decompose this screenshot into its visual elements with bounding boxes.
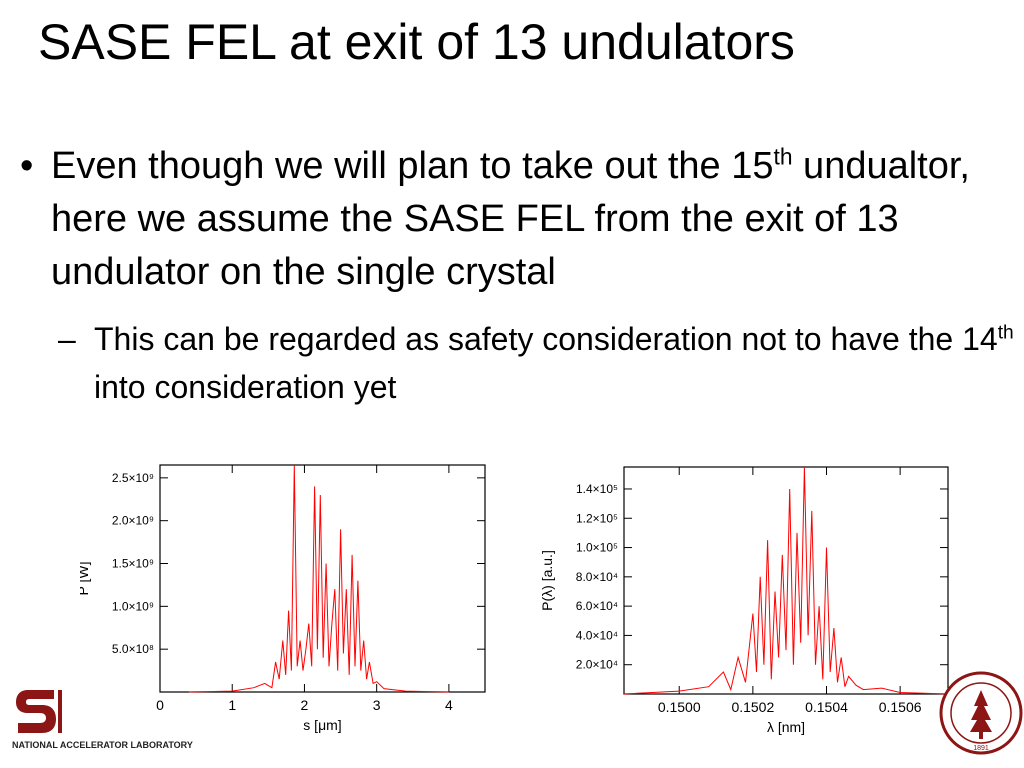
logo-text: NATIONAL ACCELERATOR LABORATORY — [12, 740, 193, 750]
slide-title: SASE FEL at exit of 13 undulators — [38, 14, 795, 70]
seal-year: 1891 — [973, 745, 989, 752]
y-tick-label: 8.0×10⁴ — [576, 570, 618, 584]
y-tick-label: 1.5×10⁹ — [112, 557, 154, 571]
sub-bullet-point: – This can be regarded as safety conside… — [58, 315, 1018, 411]
x-tick-label: 0.1500 — [658, 699, 701, 715]
y-tick-label: 1.0×10⁹ — [112, 599, 154, 613]
bullet-marker: • — [20, 145, 34, 187]
plot-frame — [623, 466, 949, 695]
y-tick-label: 2.0×10⁴ — [576, 658, 618, 672]
y-tick-label: 2.0×10⁹ — [112, 514, 154, 528]
y-tick-label: 6.0×10⁴ — [576, 599, 618, 613]
y-tick-label: 4.0×10⁴ — [576, 628, 618, 642]
y-axis-label: P [W] — [80, 562, 91, 596]
x-axis-label: λ [nm] — [767, 719, 805, 735]
sub-bullet-text-part-2: into consideration yet — [94, 369, 397, 405]
y-tick-label: 1.2×10⁵ — [576, 511, 618, 525]
y-tick-label: 1.0×10⁵ — [576, 541, 618, 555]
x-tick-label: 1 — [228, 697, 236, 713]
series-line — [188, 464, 449, 693]
x-tick-label: 0.1506 — [879, 699, 922, 715]
y-tick-label: 1.4×10⁵ — [576, 482, 618, 496]
slac-logo: NATIONAL ACCELERATOR LABORATORY — [10, 684, 210, 759]
series-line — [623, 466, 949, 695]
slac-logo-mark: NATIONAL ACCELERATOR LABORATORY — [12, 690, 193, 750]
sub-bullet-text: This can be regarded as safety considera… — [94, 315, 1018, 411]
x-tick-label: 0 — [156, 697, 164, 713]
power-vs-s-chart: 0 1 2 3 4 5.0×10⁸ 1.0×10⁹ 1.5×10⁹ 2.0×10⁹ 2.5×10⁹… — [80, 464, 486, 733]
stanford-seal-mark: 1891 — [939, 671, 1023, 755]
spectrum-chart: 0.1500 0.1502 0.1504 0.1506 2.0×10⁴ 4.0×10⁴ 6.… — [540, 466, 949, 735]
bullet-point: • Even though we will plan to take out t… — [20, 140, 1020, 299]
y-tick-label: 2.5×10⁹ — [112, 471, 154, 485]
y-axis-label: P(λ) [a.u.] — [540, 550, 555, 611]
x-tick-label: 2 — [301, 697, 309, 713]
sub-bullet-superscript: th — [997, 322, 1014, 344]
y-tick-label: 5.0×10⁸ — [112, 642, 154, 656]
x-tick-label: 4 — [445, 697, 453, 713]
bullet-text-part-2: undualtor, here we assume the SASE FEL f… — [51, 145, 970, 293]
sub-bullet-text-part-1: This can be regarded as safety considera… — [94, 321, 998, 357]
bullet-text: Even though we will plan to take out the… — [51, 140, 1020, 299]
x-tick-label: 0.1502 — [731, 699, 774, 715]
stanford-seal: 1891 — [938, 670, 1024, 761]
plot-frame — [159, 464, 486, 693]
sub-bullet-marker: – — [58, 321, 76, 357]
x-axis-label: s [μm] — [303, 717, 341, 733]
bullet-text-part-1: Even though we will plan to take out the… — [51, 145, 774, 187]
x-tick-label: 3 — [373, 697, 381, 713]
bullet-superscript: th — [773, 143, 793, 170]
x-tick-label: 0.1504 — [805, 699, 848, 715]
